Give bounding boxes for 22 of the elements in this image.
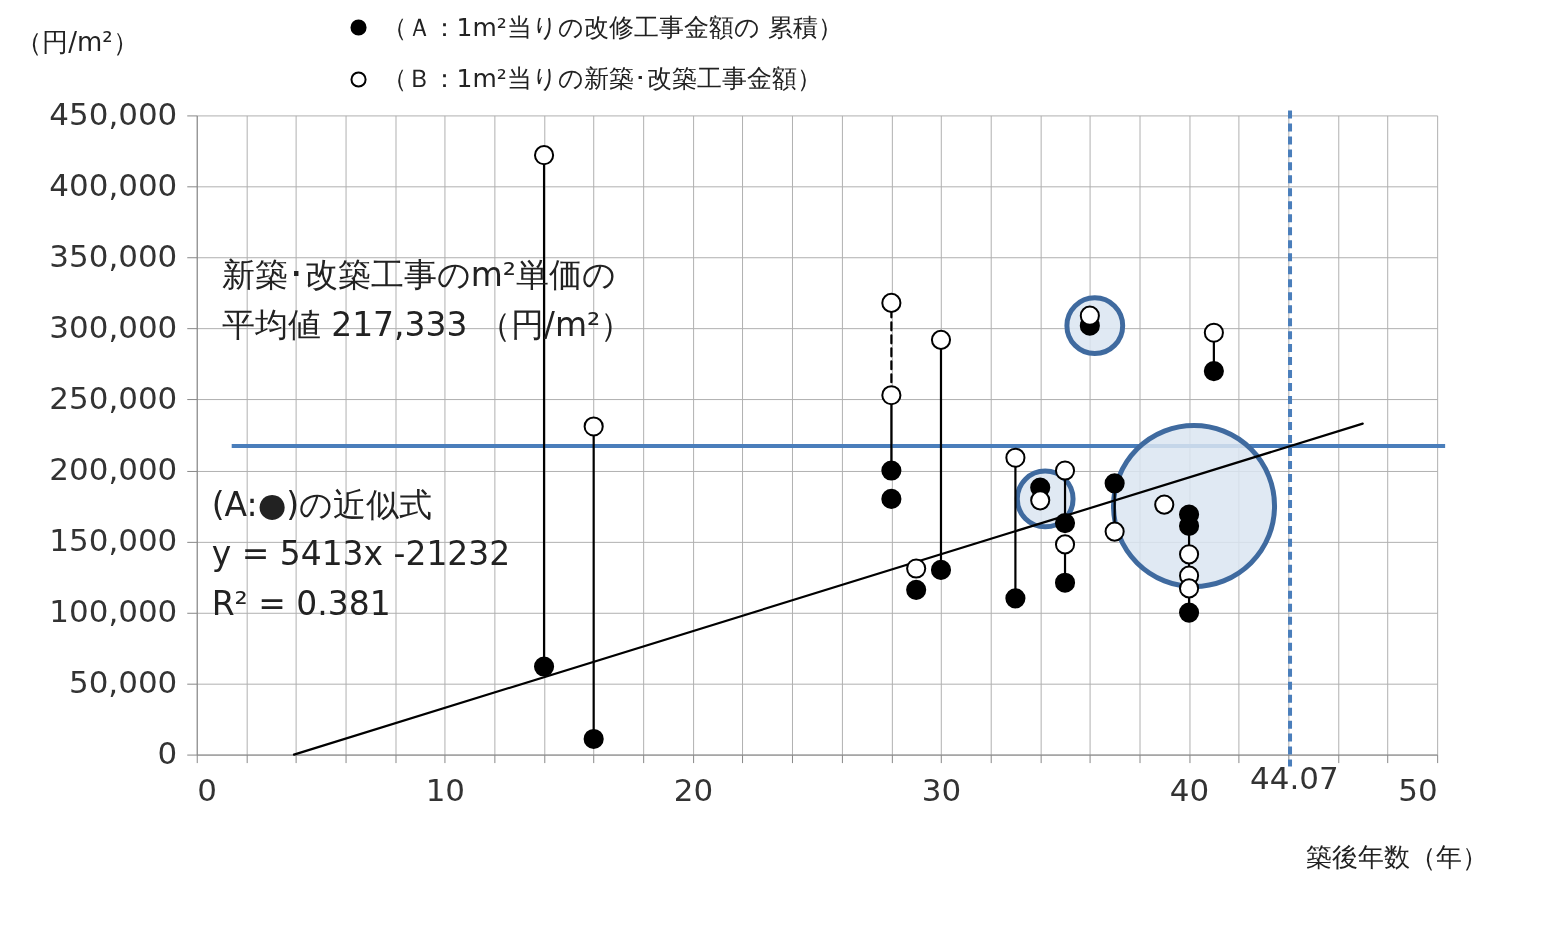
y-tick-label: 350,000 (49, 237, 178, 274)
legend-label: （Ｂ：1m²当りの新築･改築工事金額） (381, 64, 822, 94)
y-tick-label: 400,000 (49, 166, 178, 203)
x-tick-label: 10 (425, 772, 466, 809)
x-tick-label: 40 (1169, 772, 1210, 809)
x-axis-title: 築後年数（年） (1305, 841, 1488, 872)
x-tick-label: 30 (921, 772, 962, 809)
annotation: (A:●)の近似式 y = 5413x -21232 R² = 0.381 (211, 484, 511, 623)
y-tick-label: 150,000 (49, 522, 178, 559)
y-tick-label: 50,000 (69, 664, 178, 701)
x-tick-label: 0 (197, 772, 217, 809)
y-axis-title: （円/m²） (16, 27, 139, 57)
y-tick-label: 0 (157, 735, 178, 772)
y-tick-label: 200,000 (49, 451, 178, 487)
y-tick-label: 100,000 (49, 593, 178, 630)
y-tick-label: 250,000 (49, 379, 178, 416)
y-tick-label: 450,000 (49, 95, 178, 132)
y-tick-label: 300,000 (49, 308, 178, 345)
x-tick-label: 20 (673, 772, 714, 809)
legend-label: （Ａ：1m²当りの改修工事金額の 累積） (381, 12, 843, 42)
ref-line-label: 44.07 (1250, 759, 1339, 796)
x-tick-label: 50 (1398, 772, 1438, 809)
